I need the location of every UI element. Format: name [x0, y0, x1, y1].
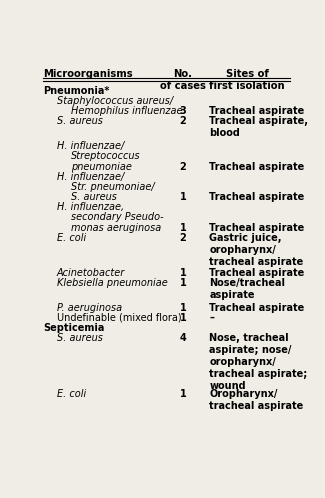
Text: E. coli: E. coli — [57, 233, 86, 243]
Text: 1: 1 — [179, 268, 186, 278]
Text: Tracheal aspirate: Tracheal aspirate — [209, 192, 305, 202]
Text: P. aeruginosa: P. aeruginosa — [57, 303, 122, 313]
Text: monas aeruginosa: monas aeruginosa — [71, 223, 161, 233]
Text: –: – — [209, 313, 214, 323]
Text: H. influenzae/: H. influenzae/ — [57, 172, 124, 182]
Text: S. aureus: S. aureus — [71, 192, 117, 202]
Text: Tracheal aspirate: Tracheal aspirate — [209, 106, 305, 116]
Text: No.
of cases: No. of cases — [160, 69, 206, 91]
Text: Pneumonia*: Pneumonia* — [43, 86, 110, 96]
Text: Hemophilus influenzae: Hemophilus influenzae — [71, 106, 182, 116]
Text: Tracheal aspirate,
blood: Tracheal aspirate, blood — [209, 117, 308, 138]
Text: 4: 4 — [179, 333, 186, 343]
Text: 1: 1 — [179, 313, 186, 323]
Text: 1: 1 — [179, 303, 186, 313]
Text: Streptococcus: Streptococcus — [71, 151, 140, 161]
Text: 1: 1 — [179, 278, 186, 288]
Text: Sites of
first isolation: Sites of first isolation — [209, 69, 285, 91]
Text: 2: 2 — [179, 161, 186, 171]
Text: H. influenzae,: H. influenzae, — [57, 202, 124, 212]
Text: pneumoniae: pneumoniae — [71, 161, 132, 171]
Text: S. aureus: S. aureus — [57, 117, 103, 126]
Text: 1: 1 — [179, 223, 186, 233]
Text: H. influenzae/: H. influenzae/ — [57, 141, 124, 151]
Text: Gastric juice,
oropharynx/
tracheal aspirate: Gastric juice, oropharynx/ tracheal aspi… — [209, 233, 304, 266]
Text: Tracheal aspirate: Tracheal aspirate — [209, 161, 305, 171]
Text: Microorganisms: Microorganisms — [43, 69, 133, 79]
Text: S. aureus: S. aureus — [57, 333, 103, 343]
Text: Klebsiella pneumoniae: Klebsiella pneumoniae — [57, 278, 168, 288]
Text: Tracheal aspirate: Tracheal aspirate — [209, 303, 305, 313]
Text: Oropharynx/
tracheal aspirate: Oropharynx/ tracheal aspirate — [209, 388, 304, 411]
Text: Septicemia: Septicemia — [43, 323, 105, 333]
Text: E. coli: E. coli — [57, 388, 86, 399]
Text: Staphylococcus aureus/: Staphylococcus aureus/ — [57, 96, 173, 106]
Text: 2: 2 — [179, 233, 186, 243]
Text: Tracheal aspirate: Tracheal aspirate — [209, 268, 305, 278]
Text: 1: 1 — [179, 388, 186, 399]
Text: Tracheal aspirate: Tracheal aspirate — [209, 223, 305, 233]
Text: secondary Pseudo-: secondary Pseudo- — [71, 212, 163, 222]
Text: 3: 3 — [179, 106, 186, 116]
Text: Acinetobacter: Acinetobacter — [57, 268, 125, 278]
Text: Str. pneumoniae/: Str. pneumoniae/ — [71, 182, 154, 192]
Text: Undefinable (mixed flora): Undefinable (mixed flora) — [57, 313, 182, 323]
Text: 1: 1 — [179, 192, 186, 202]
Text: Nose, tracheal
aspirate; nose/
oropharynx/
tracheal aspirate;
wound: Nose, tracheal aspirate; nose/ oropharyn… — [209, 333, 308, 391]
Text: Nose/tracheal
aspirate: Nose/tracheal aspirate — [209, 278, 285, 300]
Text: 2: 2 — [179, 117, 186, 126]
